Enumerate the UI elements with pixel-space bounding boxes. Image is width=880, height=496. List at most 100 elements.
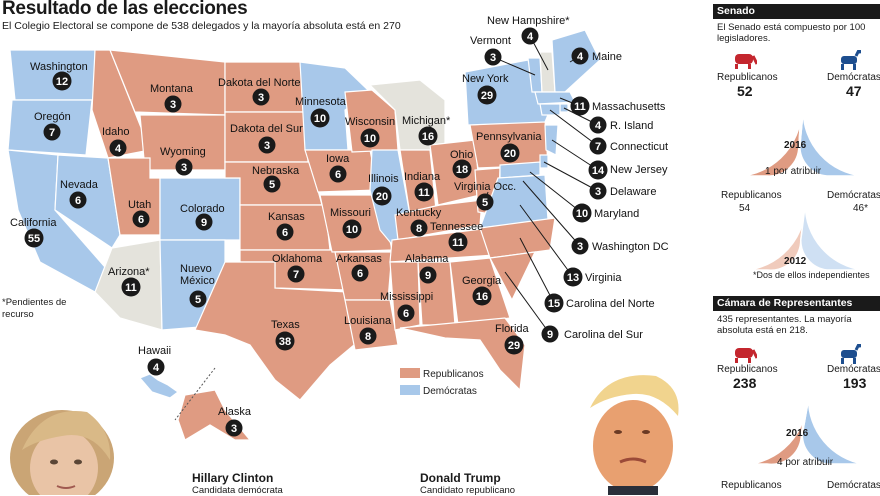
state-louisiana bbox=[344, 299, 399, 351]
state-hawaii bbox=[138, 373, 180, 399]
state-label-illinois: Illinois bbox=[368, 173, 399, 185]
inset-divider bbox=[174, 367, 216, 421]
state-label-pennsylvania: Pennsylvania bbox=[476, 131, 542, 143]
dem-seats-arc bbox=[801, 398, 864, 465]
ev-marker-missouri bbox=[342, 219, 362, 239]
house-2016-half-donut bbox=[730, 397, 864, 466]
state-label-texas: Texas bbox=[271, 319, 300, 331]
senate-rep-label: Republicanos bbox=[717, 72, 778, 83]
senate-2012-rep-label: Republicanos bbox=[721, 190, 782, 201]
house-dem-2016: 193 bbox=[843, 375, 867, 391]
ev-marker-michigan bbox=[418, 126, 438, 146]
ev-marker-indiana bbox=[414, 182, 434, 202]
state-label-georgia: Georgia bbox=[462, 275, 502, 287]
ev-marker-carolina-del-norte bbox=[544, 293, 564, 313]
ev-marker-dakota-del-norte bbox=[252, 88, 270, 106]
democrat-donkey-icon bbox=[841, 50, 861, 70]
ev-count-ohio: 18 bbox=[456, 164, 468, 176]
dem-seats-arc bbox=[799, 110, 864, 177]
state-label-washington: Washington bbox=[30, 61, 88, 73]
state-label-carolina-del-sur: Carolina del Sur bbox=[564, 329, 643, 341]
state-label-hawaii: Hawaii bbox=[138, 345, 171, 357]
ev-marker-florida bbox=[504, 335, 524, 355]
ev-count-vermont: 3 bbox=[490, 52, 496, 64]
ev-count-california: 55 bbox=[28, 233, 40, 245]
ev-count-louisiana: 8 bbox=[365, 331, 371, 343]
state-label-wyoming: Wyoming bbox=[160, 146, 206, 158]
ev-count-r-island: 4 bbox=[595, 120, 602, 132]
ev-marker-new-york bbox=[477, 85, 497, 105]
ev-marker-ohio bbox=[452, 159, 472, 179]
ev-marker-new-jersey bbox=[588, 160, 608, 180]
state-label-michigan: Michigan* bbox=[402, 115, 451, 127]
state-label-maryland: Maryland bbox=[594, 208, 639, 220]
ev-marker-nebraska bbox=[263, 175, 281, 193]
ev-count-alaska: 3 bbox=[231, 423, 237, 435]
ev-marker-maryland bbox=[572, 203, 592, 223]
ev-marker-vermont bbox=[484, 48, 502, 66]
state-florida bbox=[399, 317, 526, 392]
state-new-jersey bbox=[544, 124, 559, 156]
ev-count-nebraska: 5 bbox=[269, 179, 275, 191]
ev-count-pennsylvania: 20 bbox=[504, 148, 516, 160]
house-dem-bottom-label: Demócratas bbox=[827, 480, 880, 491]
ev-marker-kansas bbox=[276, 223, 294, 241]
house-heading: Cámara de Representantes bbox=[713, 296, 880, 311]
leader-lines bbox=[484, 35, 599, 335]
state-label-washington-dc: Washington DC bbox=[592, 241, 669, 253]
ev-count-arizona: 11 bbox=[125, 282, 137, 294]
ev-count-tennessee: 11 bbox=[452, 237, 464, 249]
ev-marker-carolina-del-sur bbox=[541, 325, 559, 343]
map-legend: Republicanos Demócratas bbox=[400, 368, 484, 397]
ev-count-nuevo-mexico: 5 bbox=[195, 294, 201, 306]
ev-marker-wisconsin bbox=[360, 128, 380, 148]
state-label-florida: Florida bbox=[495, 323, 530, 335]
ev-count-utah: 6 bbox=[138, 214, 144, 226]
ev-marker-delaware bbox=[589, 182, 607, 200]
ev-marker-r-island bbox=[589, 116, 607, 134]
ev-count-arkansas: 6 bbox=[357, 268, 363, 280]
ev-count-oregon: 7 bbox=[49, 127, 55, 139]
house-dem-label: Demócratas bbox=[827, 364, 880, 375]
ev-marker-oklahoma bbox=[287, 265, 305, 283]
state-label-tennessee: Tennessee bbox=[430, 221, 483, 233]
state-label-kentucky: Kentucky bbox=[396, 207, 442, 219]
ev-count-kentucky: 8 bbox=[416, 223, 422, 235]
ev-marker-virginia bbox=[563, 267, 583, 287]
ev-marker-connecticut bbox=[589, 137, 607, 155]
leader-line-virginia bbox=[519, 204, 574, 278]
ev-count-kansas: 6 bbox=[282, 227, 288, 239]
house-pending: 4 por atribuir bbox=[777, 457, 834, 468]
state-label-connecticut: Connecticut bbox=[610, 141, 668, 153]
state-label-new-hampshire: New Hampshire* bbox=[487, 15, 570, 27]
ev-count-iowa: 6 bbox=[335, 169, 341, 181]
state-wisconsin bbox=[344, 89, 399, 153]
legend-swatch-republicans bbox=[400, 368, 420, 378]
state-label-nevada: Nevada bbox=[60, 179, 99, 191]
state-label-nuevo-mexico: México bbox=[180, 275, 215, 287]
ev-count-indiana: 11 bbox=[418, 187, 430, 199]
candidate-name-trump: Donald Trump bbox=[420, 471, 501, 485]
state-label-idaho: Idaho bbox=[102, 126, 130, 138]
state-label-wisconsin: Wisconsin bbox=[345, 116, 395, 128]
ev-count-texas: 38 bbox=[279, 336, 291, 348]
state-label-dakota-del-sur: Dakota del Sur bbox=[230, 123, 303, 135]
state-label-arkansas: Arkansas bbox=[336, 253, 382, 265]
senate-2012-dem-label: Demócratas bbox=[827, 190, 880, 201]
ev-count-washington-dc: 3 bbox=[577, 241, 583, 253]
senate-rep-2012: 54 bbox=[739, 203, 751, 214]
ev-marker-montana bbox=[164, 95, 182, 113]
state-label-mississippi: Mississippi bbox=[380, 291, 433, 303]
legend-label-republicans: Republicanos bbox=[423, 369, 484, 380]
candidate-role-clinton: Candidata demócrata bbox=[192, 485, 283, 496]
unassigned-seats-arc bbox=[800, 397, 810, 436]
state-label-indiana: Indiana bbox=[404, 171, 441, 183]
state-label-dakota-del-norte: Dakota del Norte bbox=[218, 77, 301, 89]
republican-elephant-icon bbox=[735, 54, 757, 69]
page-subtitle: El Colegio Electoral se compone de 538 d… bbox=[2, 20, 401, 32]
ev-count-washington: 12 bbox=[56, 76, 68, 88]
ev-count-delaware: 3 bbox=[595, 186, 601, 198]
state-label-oklahoma: Oklahoma bbox=[272, 253, 323, 265]
state-new-york bbox=[464, 59, 551, 126]
democrat-donkey-icon bbox=[841, 344, 861, 364]
